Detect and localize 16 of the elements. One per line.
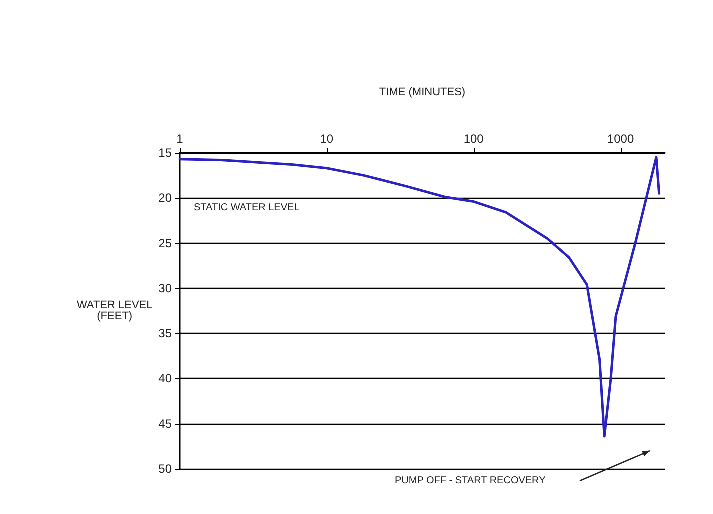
text: PUMP OFF - START RECOVERY bbox=[395, 476, 546, 486]
x-tick-label: 10 bbox=[320, 132, 334, 146]
y-tick-label: 20 bbox=[158, 191, 172, 206]
y-tick-label: 45 bbox=[158, 416, 172, 431]
y-tick-label: 50 bbox=[158, 462, 172, 476]
y-tick-label: 30 bbox=[158, 281, 172, 296]
y-tick-label: 40 bbox=[158, 372, 172, 386]
annotation: STATIC WATER LEVEL bbox=[194, 202, 300, 214]
y-tick-label: 15 bbox=[158, 146, 172, 160]
x-axis-title: TIME (MINUTES) bbox=[379, 86, 466, 98]
y-tick-label: 25 bbox=[158, 236, 172, 250]
x-tick-label: 100 bbox=[464, 132, 484, 146]
x-tick-label: 1000 bbox=[607, 132, 634, 146]
x-tick-label: 1 bbox=[176, 132, 184, 146]
y-axis-title: WATER LEVEL (FEET) bbox=[76, 300, 153, 322]
y-tick-label: 35 bbox=[158, 326, 172, 341]
